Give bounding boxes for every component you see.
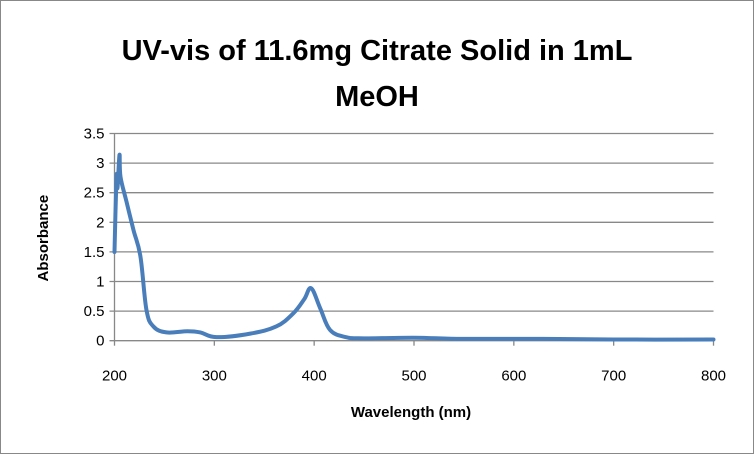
chart-title-line-1: UV-vis of 11.6mg Citrate Solid in 1mL (121, 35, 633, 67)
series-line (112, 152, 716, 342)
y-tick-label: 2.5 (84, 185, 105, 202)
chart-title: UV-vis of 11.6mg Citrate Solid in 1mL Me… (0, 28, 754, 120)
x-tick-label: 400 (302, 368, 327, 385)
x-tick-label: 700 (601, 368, 626, 385)
y-tick-label: 1.5 (84, 244, 105, 261)
y-tick-label: 3.5 (84, 126, 105, 143)
x-axis-label: Wavelength (nm) (351, 404, 471, 421)
chart-title-line-2: MeOH (335, 81, 419, 113)
y-tick-label: 0 (96, 333, 104, 350)
x-tick-label: 300 (202, 368, 227, 385)
y-tick-label: 2 (96, 214, 104, 231)
x-tick-label: 800 (701, 368, 726, 385)
x-tick-label: 200 (102, 368, 127, 385)
y-tick-label: 0.5 (84, 303, 105, 320)
y-tick-label: 3 (96, 155, 104, 172)
x-tick-label: 600 (501, 368, 526, 385)
y-tick-label: 1 (96, 274, 104, 291)
y-axis-label: Absorbance (35, 195, 52, 282)
x-tick-label: 500 (401, 368, 426, 385)
